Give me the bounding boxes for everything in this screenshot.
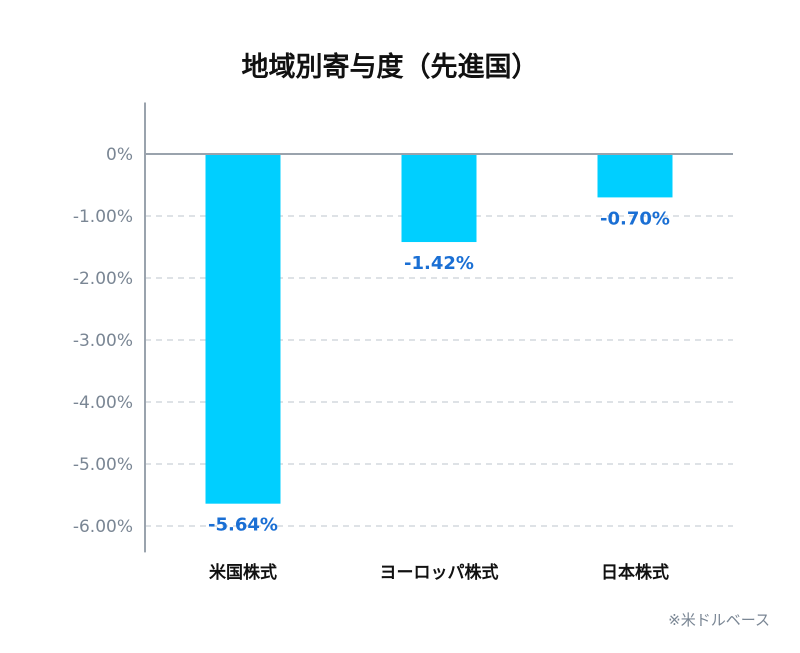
y-tick-label: -4.00% <box>73 393 133 413</box>
y-tick-label: 0% <box>106 145 133 165</box>
y-tick-label: -5.00% <box>73 455 133 475</box>
x-tick-label: 米国株式 <box>209 562 277 583</box>
data-label: -0.70% <box>600 208 670 229</box>
bar <box>597 154 673 198</box>
data-label: -5.64% <box>208 515 278 536</box>
x-tick-labels: 米国株式 ヨーロッパ株式 日本株式 <box>209 562 669 583</box>
grid-lines <box>145 215 733 527</box>
bars <box>205 154 673 504</box>
data-label: -1.42% <box>404 253 474 274</box>
y-tick-label: -2.00% <box>73 269 133 289</box>
y-tick-label: -6.00% <box>73 517 133 537</box>
x-tick-label: 日本株式 <box>601 562 669 583</box>
bar <box>401 154 477 243</box>
axes <box>144 102 733 553</box>
y-tick-labels: 0% -1.00% -2.00% -3.00% -4.00% -5.00% -6.00% <box>73 145 133 537</box>
currency-note: ※米ドルベース <box>668 611 770 629</box>
y-tick-label: -1.00% <box>73 207 133 227</box>
x-tick-label: ヨーロッパ株式 <box>380 562 499 583</box>
y-tick-label: -3.00% <box>73 331 133 351</box>
bar <box>205 154 281 504</box>
chart-title: 地域別寄与度（先進国） <box>242 51 539 83</box>
data-labels: -5.64% -1.42% -0.70% <box>208 208 670 535</box>
